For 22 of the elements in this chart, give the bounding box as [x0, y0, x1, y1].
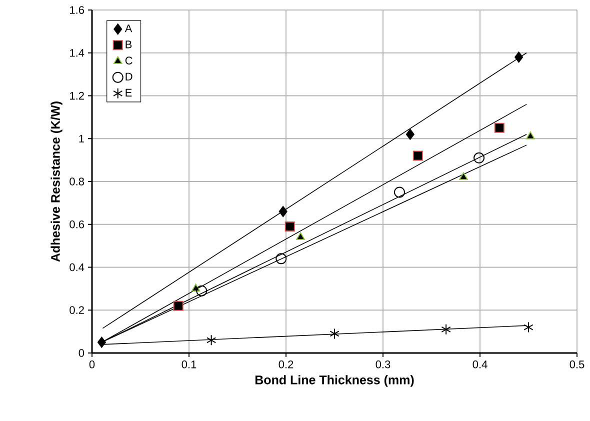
x-tick-label: 0	[89, 360, 95, 368]
y-tick-label: 0.2	[70, 306, 84, 314]
y-tick-label: 0	[78, 349, 84, 357]
y-tick-label: 1	[79, 134, 84, 142]
legend-label: C	[125, 56, 132, 64]
y-tick-label: 1.2	[70, 92, 84, 100]
legend-label: B	[126, 40, 132, 48]
x-tick-label: 0.4	[472, 360, 488, 368]
y-tick-label: 1.4	[70, 49, 84, 57]
x-tick-label: 0.1	[182, 360, 196, 368]
x-tick-label: 0.2	[278, 360, 294, 368]
legend-label: E	[126, 88, 132, 96]
x-tick-label: 0.5	[570, 360, 584, 368]
y-tick-label: 1.6	[70, 6, 84, 14]
y-axis-title: Adhesive Resistance (K/W)	[50, 102, 62, 262]
legend-label: A	[124, 24, 132, 32]
y-tick-label: 0.6	[70, 220, 84, 228]
legend-label: D	[126, 72, 132, 80]
x-axis-title: Bond Line Thickness (mm)	[255, 375, 414, 387]
y-tick-label: 0.8	[70, 178, 84, 186]
y-tick-label: 0.4	[70, 263, 84, 272]
x-tick-label: 0.3	[376, 360, 390, 368]
